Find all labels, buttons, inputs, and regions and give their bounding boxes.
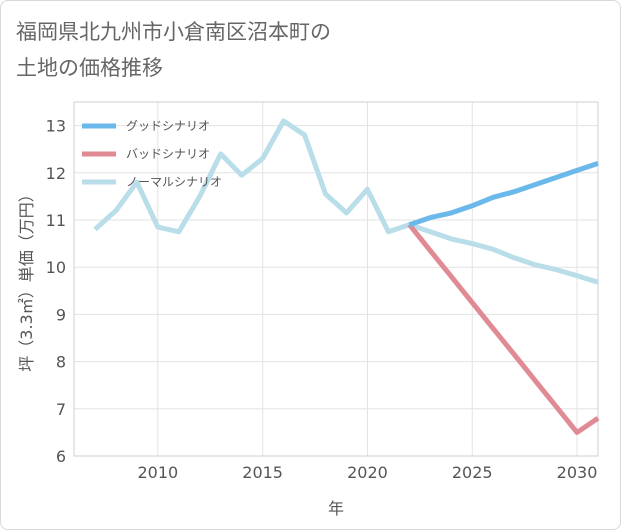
x-tick-label: 2010	[137, 463, 178, 482]
y-tick-label: 6	[56, 447, 66, 466]
series-line-2	[93, 118, 599, 285]
legend-label-2: ノーマルシナリオ	[126, 175, 222, 189]
x-tick-label: 2015	[242, 463, 283, 482]
plot-frame	[73, 101, 599, 457]
series-lines	[93, 118, 600, 435]
x-tick-label: 2020	[347, 463, 388, 482]
x-tick-label: 2030	[557, 463, 598, 482]
series-line-1	[407, 223, 600, 435]
y-tick-label: 9	[56, 305, 66, 324]
y-tick-label: 10	[46, 258, 66, 277]
y-tick-label: 12	[46, 164, 66, 183]
x-tick-label: 2025	[452, 463, 493, 482]
series-line-0	[408, 161, 599, 228]
plot-border	[73, 101, 599, 457]
x-axis-label: 年	[328, 499, 344, 518]
y-axis-label: 坪（3.3㎡）単価（万円）	[17, 186, 36, 371]
y-tick-label: 7	[56, 400, 66, 419]
legend-label-1: バッドシナリオ	[126, 147, 210, 161]
chart-title: 福岡県北九州市小倉南区沼本町の 土地の価格推移	[16, 14, 536, 86]
y-tick-label: 13	[46, 117, 66, 136]
tick-labels: 6 7 8 9 10 11 12 13 2010 2015 2020 2025 2030	[46, 117, 598, 482]
y-tick-label: 8	[56, 353, 66, 372]
chart-title-line1: 福岡県北九州市小倉南区沼本町の	[16, 20, 331, 44]
chart-title-line2: 土地の価格推移	[16, 56, 163, 80]
legend-label-0: グッドシナリオ	[126, 119, 210, 133]
y-tick-label: 11	[46, 211, 66, 230]
